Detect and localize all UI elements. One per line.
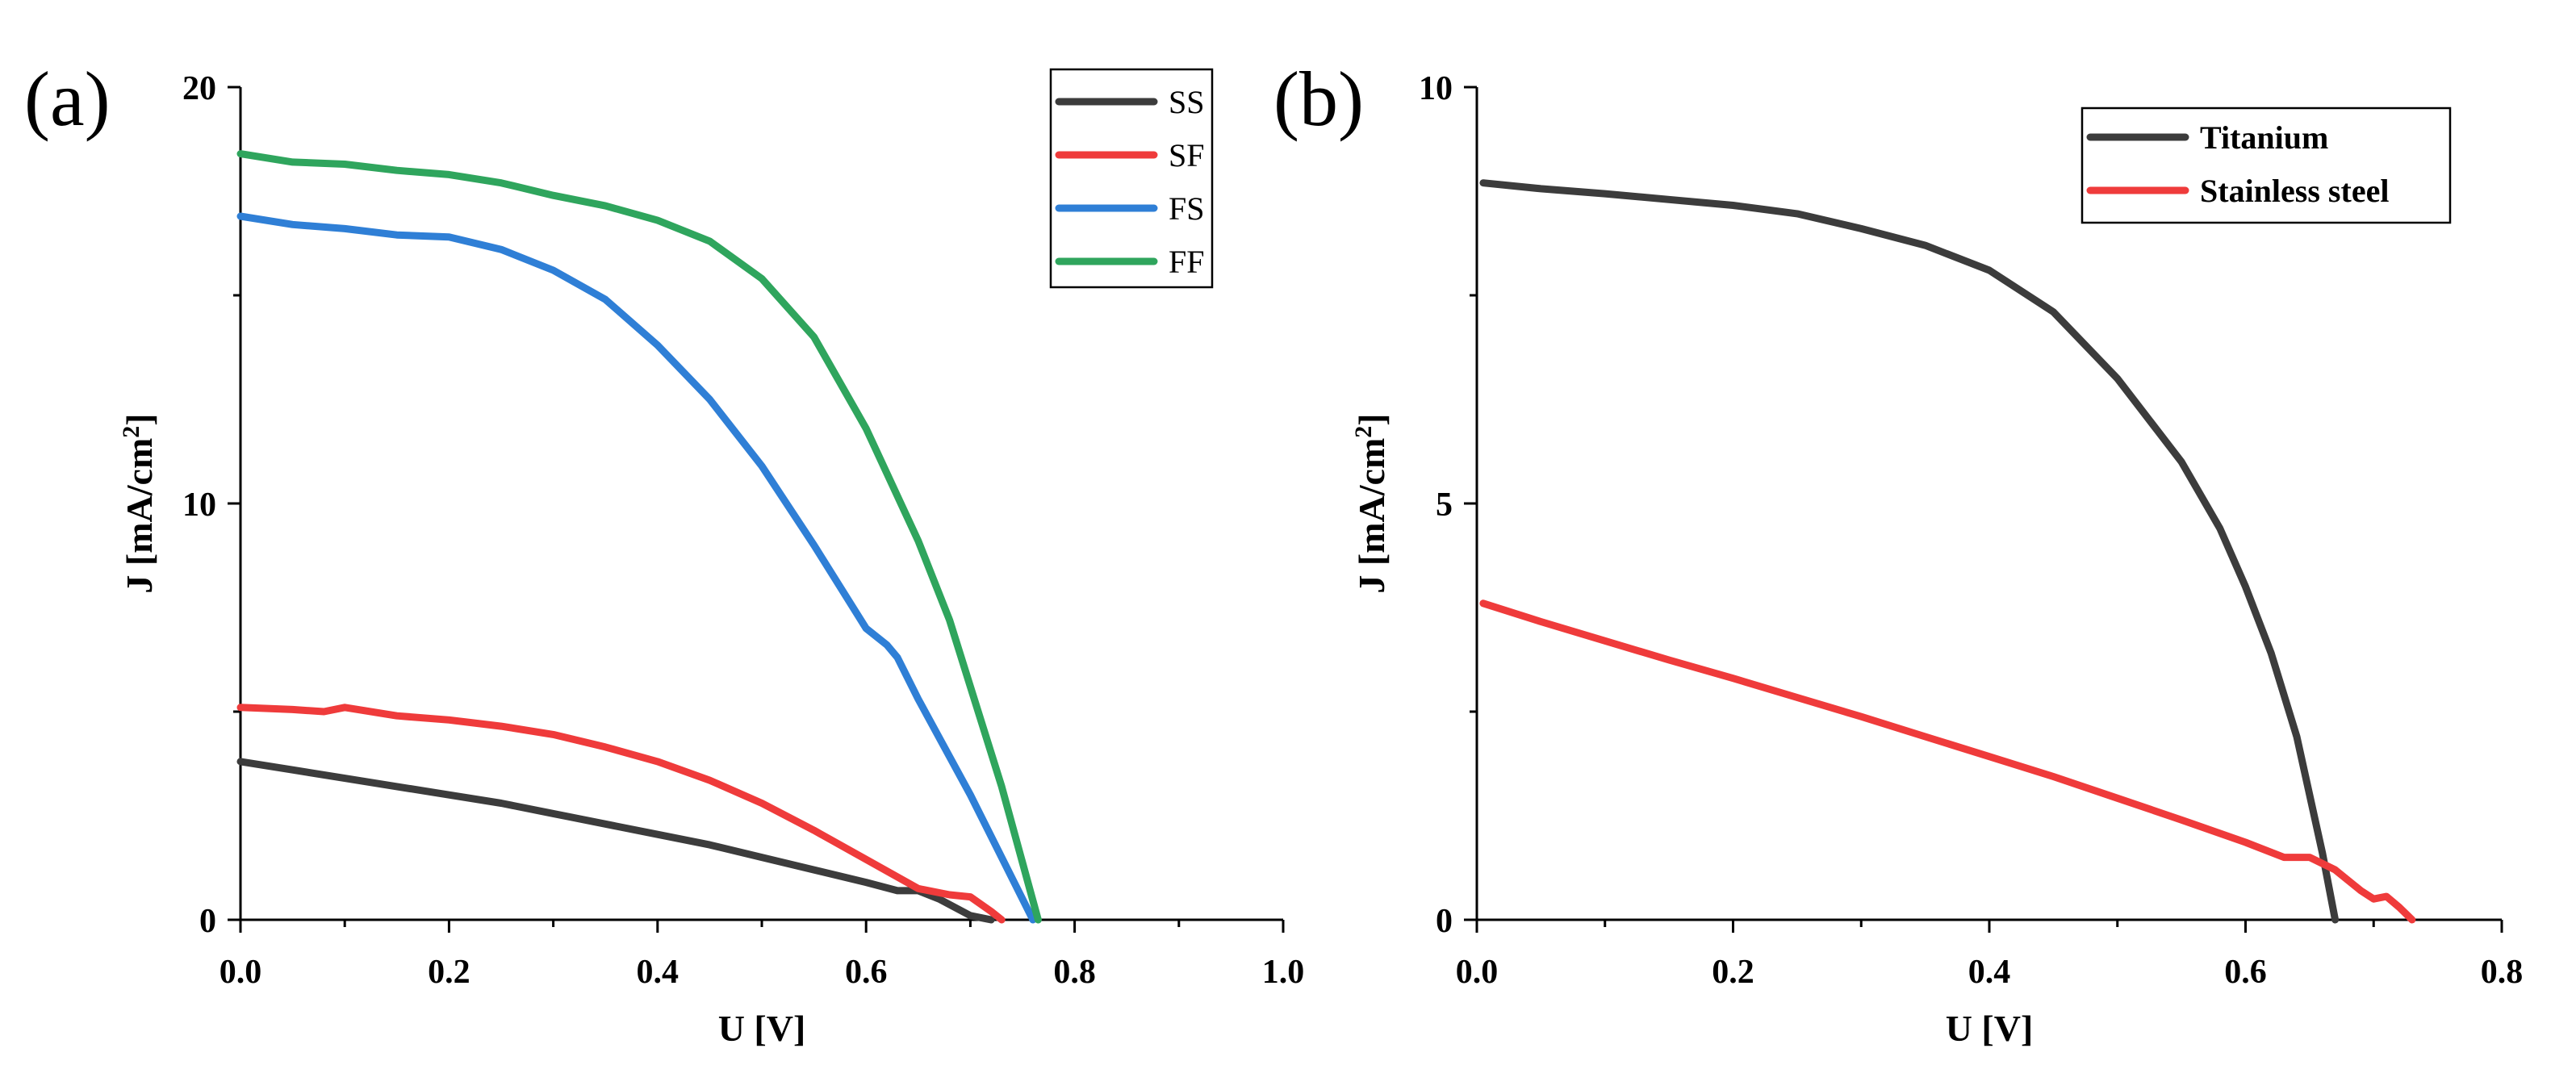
panel-a-series-ff bbox=[236, 150, 1042, 924]
panel-b-x-tick-label: 0.0 bbox=[1456, 954, 1499, 991]
panel-b-y-axis-title-main: J [mA/cm bbox=[1351, 438, 1392, 594]
panel-a-y-tick-label: 10 bbox=[182, 487, 216, 524]
panel-b-chart: (b) 0.0 0.2 0.4 0.6 0.8 0 5 10 U [V] J [mA/cm2… bbox=[1273, 56, 2523, 1049]
panel-a-label: (a) bbox=[24, 56, 111, 142]
panel-b-legend-label-stainless-steel: Stainless steel bbox=[2200, 173, 2389, 209]
panel-b-y-axis-title: J [mA/cm2] bbox=[1350, 413, 1393, 593]
panel-a-x-axis-title: U [V] bbox=[718, 1008, 806, 1049]
panel-a-x-tick-label: 0.0 bbox=[220, 954, 262, 991]
panel-b-y-tick-label: 10 bbox=[1419, 70, 1453, 107]
panel-b-label: (b) bbox=[1273, 56, 1364, 142]
panel-a-legend-box bbox=[1049, 68, 1214, 289]
panel-a-y-axis-title: J [mA/cm2] bbox=[118, 413, 161, 593]
panel-a-legend-label-ff: FF bbox=[1169, 244, 1205, 280]
panel-a-x-tick-label: 0.2 bbox=[428, 954, 470, 991]
panel-b-series-titanium bbox=[1479, 179, 2340, 924]
panel-b-x-axis-title: U [V] bbox=[1946, 1008, 2034, 1049]
panel-b-x-tick-label: 0.2 bbox=[1712, 954, 1754, 991]
panel-a-y-tick-label: 20 bbox=[182, 70, 216, 107]
panel-a-y-tick-label: 0 bbox=[199, 903, 216, 940]
panel-a-series-ss bbox=[236, 758, 995, 924]
panel-b-y-tick-label: 5 bbox=[1436, 487, 1453, 524]
panel-a-chart: (a) 0.0 0.2 0.4 0.6 0.8 1.0 0 10 20 U [V] J [mA… bbox=[24, 56, 1304, 1049]
panel-a-legend-label-ss: SS bbox=[1169, 84, 1205, 120]
panel-a-x-tick-label: 0.8 bbox=[1053, 954, 1096, 991]
panel-a-y-axis-title-main: J [mA/cm bbox=[119, 438, 160, 594]
panel-a-legend-label-sf: SF bbox=[1169, 137, 1205, 173]
panel-b-legend-box bbox=[2080, 107, 2452, 224]
panel-b-x-tick-label: 0.6 bbox=[2224, 954, 2267, 991]
panel-b-y-axis-title-sup: 2 bbox=[1350, 426, 1377, 438]
panel-b-y-axis-title-end: ] bbox=[1351, 413, 1392, 425]
panel-a-x-tick-label: 0.6 bbox=[845, 954, 888, 991]
panel-b-x-tick-label: 0.4 bbox=[1968, 954, 2011, 991]
panel-b-legend-label-titanium: Titanium bbox=[2200, 119, 2328, 156]
panel-b-x-tick-label: 0.8 bbox=[2481, 954, 2524, 991]
panel-a-x-tick-label: 0.4 bbox=[637, 954, 680, 991]
panel-b-legend: Titanium Stainless steel bbox=[2080, 107, 2452, 224]
panel-a-legend-label-fs: FS bbox=[1169, 190, 1205, 227]
panel-a-y-axis-title-sup: 2 bbox=[118, 426, 144, 438]
panel-b-series-stainless-steel bbox=[1479, 599, 2416, 924]
panel-a-legend: SS SF FS FF bbox=[1049, 68, 1214, 289]
panel-a-x-tick-label: 1.0 bbox=[1262, 954, 1305, 991]
panel-a-series-fs bbox=[236, 212, 1037, 924]
panel-a-y-axis-title-end: ] bbox=[119, 413, 160, 425]
panel-b-y-tick-label: 0 bbox=[1436, 903, 1453, 940]
panel-a-series-sf bbox=[236, 704, 1006, 924]
